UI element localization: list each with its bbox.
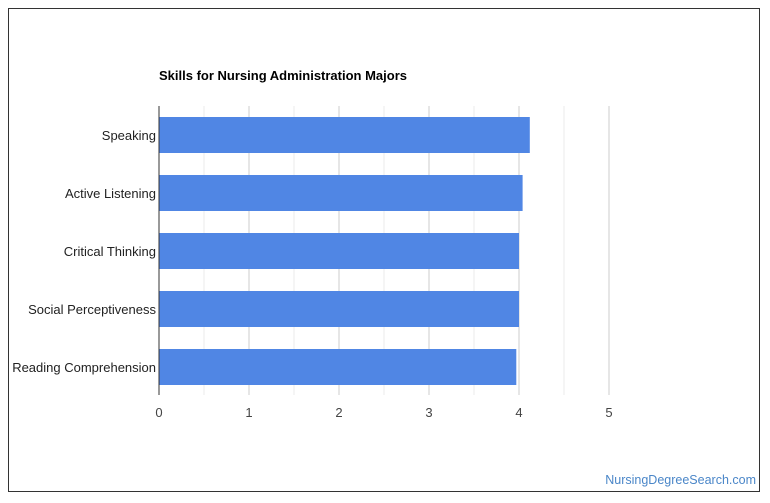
chart-title: Skills for Nursing Administration Majors: [159, 68, 407, 83]
watermark-link[interactable]: NursingDegreeSearch.com: [605, 473, 756, 487]
x-tick-label: 0: [155, 405, 162, 420]
bar: [159, 175, 523, 211]
x-tick-label: 1: [245, 405, 252, 420]
category-label: Critical Thinking: [64, 244, 156, 259]
bar: [159, 233, 519, 269]
category-label: Social Perceptiveness: [28, 302, 156, 317]
category-label: Speaking: [102, 128, 156, 143]
category-label: Active Listening: [65, 186, 156, 201]
bar: [159, 291, 519, 327]
x-tick-label: 4: [515, 405, 522, 420]
category-label: Reading Comprehension: [12, 360, 156, 375]
x-tick-label: 5: [605, 405, 612, 420]
x-tick-label: 2: [335, 405, 342, 420]
x-tick-label: 3: [425, 405, 432, 420]
bar: [159, 349, 517, 385]
chart-frame: [8, 8, 760, 492]
bar: [159, 117, 530, 153]
